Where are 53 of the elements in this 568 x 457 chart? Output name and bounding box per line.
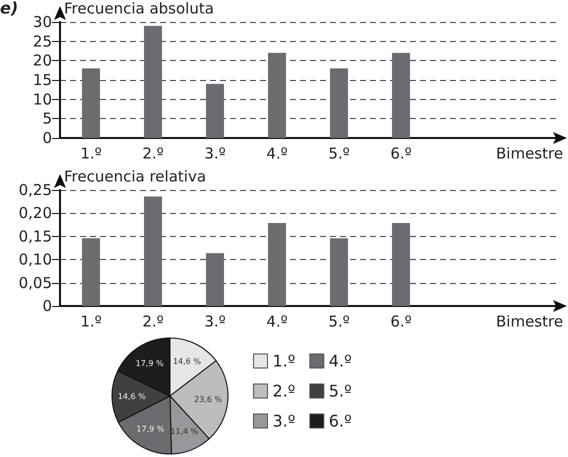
- y-tick-label: 30: [32, 13, 52, 31]
- y-tick-label: 0,10: [18, 250, 52, 269]
- bar: [206, 84, 224, 138]
- y-tick-label: 25: [32, 32, 52, 50]
- x-axis-title: Bimestre: [496, 144, 564, 162]
- y-tick-label: 10: [32, 90, 52, 108]
- data-label: 14,6 %: [118, 392, 146, 401]
- bar: [392, 222, 410, 306]
- bar: [82, 68, 100, 138]
- bar: [392, 52, 410, 138]
- data-label: 23,6 %: [194, 394, 223, 404]
- x-tick-label: 1.º: [80, 144, 102, 162]
- bar: [330, 238, 348, 306]
- x-tick-label: 3.º: [204, 144, 226, 162]
- bar: [144, 196, 162, 306]
- data-label: 17,9 %: [136, 359, 164, 368]
- x-tick-label: 2.º: [142, 144, 164, 162]
- x-tick-label: 1.º: [80, 312, 102, 330]
- bar: [144, 26, 162, 138]
- y-tick-label: 20: [32, 52, 52, 70]
- legend-label: 5.º: [328, 382, 352, 400]
- y-axis-title: Frecuencia absoluta: [64, 0, 214, 18]
- legend-label: 3.º: [272, 412, 296, 430]
- y-tick-label: 15: [32, 71, 52, 89]
- x-tick-label: 4.º: [266, 144, 288, 162]
- x-axis-title: Bimestre: [496, 312, 564, 330]
- y-tick-label: 0,20: [18, 204, 52, 222]
- legend-label: 4.º: [328, 352, 352, 370]
- x-tick-label: 6.º: [390, 144, 412, 162]
- bar: [268, 52, 286, 138]
- legend-label: 1.º: [272, 352, 296, 370]
- y-tick-label: 0: [42, 297, 52, 315]
- x-tick-label: 2.º: [142, 312, 164, 330]
- x-tick-label: 5.º: [328, 312, 350, 330]
- y-tick-label: 0,05: [18, 274, 52, 292]
- x-tick-label: 5.º: [328, 144, 350, 162]
- text: e): [0, 0, 18, 18]
- y-tick-label: 0,25: [18, 181, 52, 199]
- legend-label: 6.º: [328, 412, 352, 430]
- y-tick-label: 0: [42, 129, 52, 147]
- y-axis-title: Frecuencia relativa: [64, 168, 206, 186]
- x-tick-label: 3.º: [204, 312, 226, 330]
- data-label: 14,6 %: [172, 357, 202, 366]
- y-tick-label: 5: [42, 110, 52, 128]
- bar: [330, 68, 348, 138]
- x-tick-label: 6.º: [390, 312, 412, 330]
- bar: [268, 222, 286, 306]
- legend-label: 2.º: [272, 382, 296, 400]
- bar: [206, 253, 224, 306]
- bar: [82, 238, 100, 306]
- y-tick-label: 0,15: [18, 227, 52, 246]
- data-label: 17,9 %: [136, 424, 165, 434]
- x-tick-label: 4.º: [266, 312, 288, 330]
